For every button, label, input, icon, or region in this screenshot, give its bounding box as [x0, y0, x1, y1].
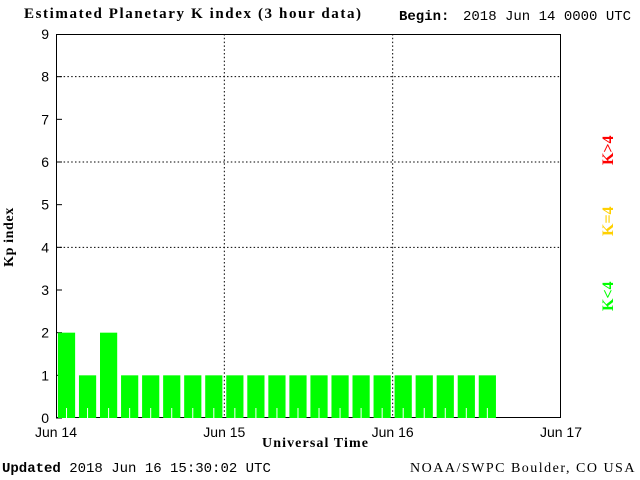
svg-text:Jun 14: Jun 14 — [35, 424, 77, 440]
svg-text:Jun 16: Jun 16 — [372, 424, 414, 440]
svg-text:7: 7 — [41, 111, 49, 127]
svg-text:2: 2 — [41, 325, 49, 341]
svg-text:4: 4 — [41, 239, 49, 255]
svg-text:Jun 15: Jun 15 — [203, 424, 245, 440]
svg-text:8: 8 — [41, 69, 49, 85]
svg-text:3: 3 — [41, 282, 49, 298]
svg-text:9: 9 — [41, 26, 49, 42]
svg-text:6: 6 — [41, 154, 49, 170]
svg-text:5: 5 — [41, 197, 49, 213]
svg-text:1: 1 — [41, 367, 49, 383]
svg-text:Jun 17: Jun 17 — [540, 424, 582, 440]
